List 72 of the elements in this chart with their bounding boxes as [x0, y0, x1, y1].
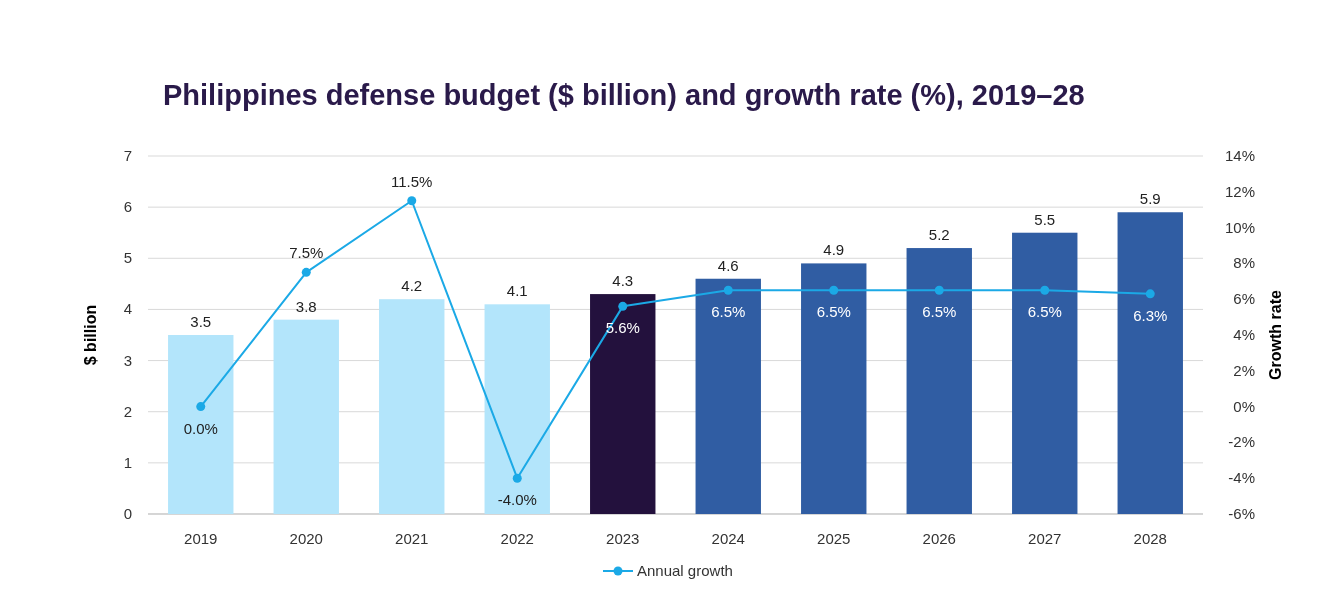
point	[723, 285, 733, 295]
bar	[273, 319, 339, 514]
y-tick-label: 3	[123, 351, 132, 369]
data-label: 3.5	[190, 313, 212, 330]
x-tick-label: 2028	[1133, 530, 1167, 547]
y2-axis-title: Growth rate	[1267, 290, 1284, 380]
data-label: 6.5%	[816, 303, 851, 321]
y2-tick-label: 6%	[1233, 290, 1255, 308]
data-label: 5.5	[1034, 210, 1056, 228]
x-tick-label: 2021	[395, 530, 429, 547]
point	[512, 473, 522, 483]
y-tick-label: 1	[123, 453, 132, 471]
point	[301, 267, 311, 277]
y2-tick-label: -2%	[1228, 433, 1255, 451]
point	[407, 196, 417, 206]
data-label: 6.3%	[1133, 306, 1168, 324]
legend-label: Annual growth	[637, 562, 733, 579]
y2-tick-label: 14%	[1224, 147, 1255, 164]
data-label: 4.9	[823, 241, 845, 259]
y2-tick-label: 10%	[1224, 218, 1255, 236]
bar	[906, 248, 972, 514]
y2-tick-label: 2%	[1233, 361, 1255, 379]
y-tick-label: 5	[123, 249, 132, 267]
point	[829, 285, 839, 295]
data-label: 4.3	[612, 272, 634, 290]
x-tick-label: 2020	[289, 530, 323, 547]
point	[196, 402, 206, 412]
x-tick-label: 2027	[1028, 530, 1062, 547]
x-tick-label: 2023	[606, 530, 640, 547]
y-tick-label: 4	[123, 300, 132, 318]
x-tick-label: 2024	[711, 530, 745, 547]
bar	[801, 263, 867, 514]
x-tick-label: 2022	[500, 530, 534, 547]
bar	[1117, 212, 1183, 514]
bar	[590, 294, 656, 514]
y2-tick-label: 8%	[1233, 254, 1255, 272]
data-label: 4.6	[717, 256, 739, 274]
y2-tick-label: -6%	[1228, 505, 1255, 522]
bar	[1012, 232, 1078, 514]
data-label: -4.0%	[497, 491, 537, 509]
y-tick-label: 0	[123, 505, 132, 522]
data-label: 5.2	[928, 226, 950, 244]
y-axis-title: $ billion	[82, 304, 99, 366]
y-tick-label: 2	[123, 402, 132, 420]
y-tick-label: 7	[123, 147, 132, 164]
y2-tick-label: -4%	[1228, 469, 1255, 487]
bar	[484, 304, 550, 514]
data-label: 6.5%	[711, 303, 746, 321]
y2-tick-label: 12%	[1224, 182, 1255, 200]
data-label: 0.0%	[183, 419, 218, 437]
point	[618, 301, 628, 311]
data-label: 4.1	[506, 282, 528, 300]
chart-title: Philippines defense budget ($ billion) and growth rate (%), 2019–28	[163, 79, 1085, 111]
data-label: 6.5%	[1027, 303, 1062, 321]
x-tick-label: 2019	[184, 530, 218, 547]
y2-tick-label: 4%	[1233, 326, 1255, 343]
data-label: 6.5%	[922, 303, 957, 321]
y-tick-label: 6	[123, 198, 132, 216]
data-label: 7.5%	[289, 244, 324, 262]
bar	[695, 278, 761, 514]
data-label: 4.2	[401, 277, 423, 295]
x-tick-label: 2026	[922, 530, 956, 547]
point	[934, 285, 944, 295]
data-label: 5.9	[1139, 190, 1161, 208]
data-label: 11.5%	[391, 172, 433, 190]
bar	[168, 335, 234, 514]
point	[1040, 285, 1050, 295]
x-tick-label: 2025	[817, 530, 851, 547]
data-label: 3.8	[295, 297, 317, 315]
point	[1145, 289, 1155, 299]
bar	[379, 299, 445, 514]
y2-tick-label: 0%	[1233, 397, 1255, 415]
